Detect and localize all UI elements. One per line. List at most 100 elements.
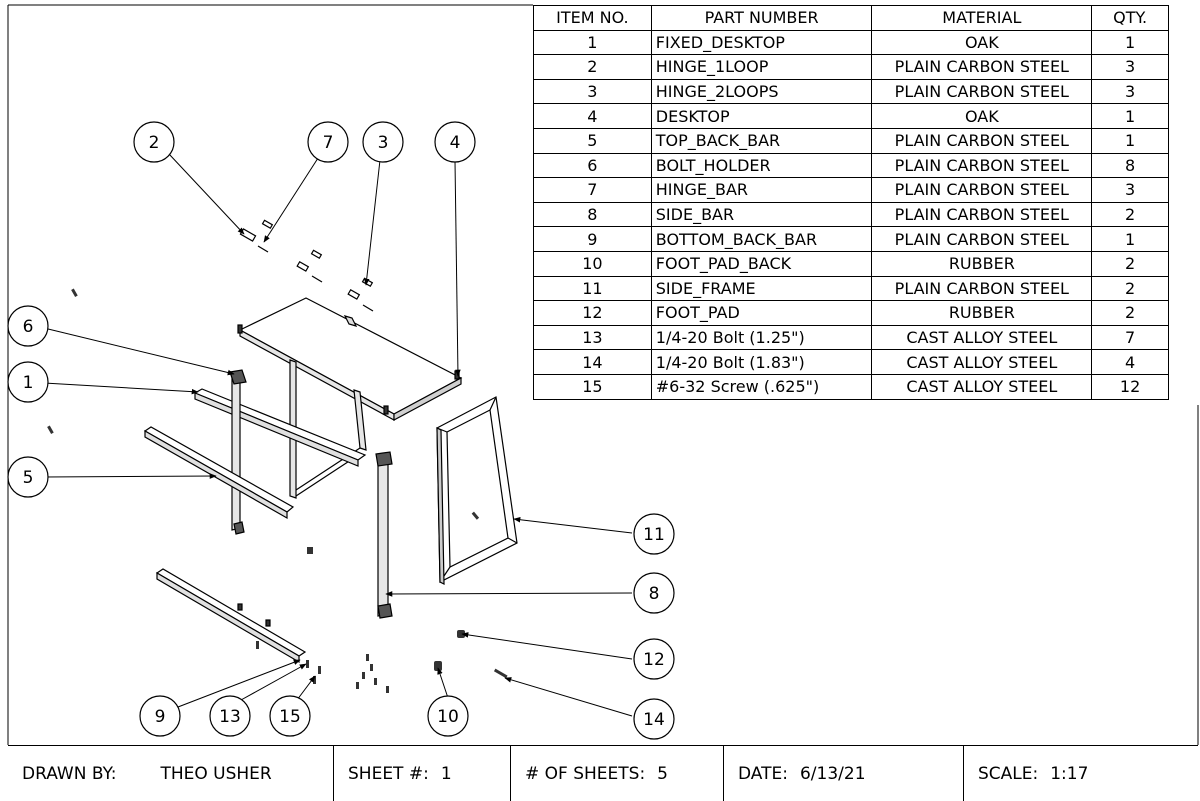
material-cell: PLAIN CARBON STEEL xyxy=(871,127,1093,154)
side-frame-part xyxy=(436,396,518,585)
item-no-cell: 14 xyxy=(533,349,652,375)
scale-label: SCALE: xyxy=(978,763,1039,784)
scale-cell: SCALE: 1:17 xyxy=(964,746,1198,801)
table-row: 2 HINGE_1LOOP PLAIN CARBON STEEL 3 xyxy=(533,54,1169,80)
svg-text:9: 9 xyxy=(155,707,166,727)
qty-cell: 1 xyxy=(1091,127,1169,154)
balloon-12: 12 xyxy=(633,638,675,680)
qty-cell: 7 xyxy=(1091,324,1169,351)
material-cell: PLAIN CARBON STEEL xyxy=(871,152,1093,179)
top-back-bar-part xyxy=(143,426,295,520)
table-row: 12 FOOT_PAD RUBBER 2 xyxy=(533,300,1169,326)
fixed-desktop-part xyxy=(193,388,367,467)
table-row: 1 FIXED_DESKTOP OAK 1 xyxy=(533,29,1169,56)
qty-cell: 2 xyxy=(1091,275,1169,302)
balloon-3: 3 xyxy=(362,121,404,163)
svg-text:3: 3 xyxy=(378,133,389,153)
item-no-cell: 6 xyxy=(533,152,652,179)
material-cell: OAK xyxy=(871,29,1093,56)
sheet-cell: SHEET #: 1 xyxy=(334,746,511,801)
part-number-header: PART NUMBER xyxy=(650,5,873,31)
sheet-label: SHEET #: xyxy=(348,763,429,784)
desktop-part xyxy=(237,297,463,422)
table-row: 9 BOTTOM_BACK_BAR PLAIN CARBON STEEL 1 xyxy=(533,226,1169,252)
qty-cell: 1 xyxy=(1091,226,1169,252)
balloon-1: 1 xyxy=(7,361,49,403)
material-cell: PLAIN CARBON STEEL xyxy=(871,275,1093,302)
svg-text:13: 13 xyxy=(219,707,241,727)
bolt-holder-bar-part xyxy=(229,369,247,535)
qty-cell: 2 xyxy=(1091,250,1169,277)
svg-text:4: 4 xyxy=(450,133,461,153)
part-number-cell: FIXED_DESKTOP xyxy=(650,29,873,56)
material-cell: PLAIN CARBON STEEL xyxy=(871,226,1093,252)
part-number-cell: FOOT_PAD xyxy=(650,300,873,326)
table-row: 14 1/4-20 Bolt (1.83") CAST ALLOY STEEL 4 xyxy=(533,349,1169,375)
item-no-cell: 5 xyxy=(533,127,652,154)
qty-header: QTY. xyxy=(1091,5,1169,31)
material-cell: CAST ALLOY STEEL xyxy=(871,324,1093,351)
svg-text:2: 2 xyxy=(149,133,160,153)
material-cell: CAST ALLOY STEEL xyxy=(871,349,1093,375)
qty-cell: 8 xyxy=(1091,152,1169,179)
leader-lines xyxy=(43,153,633,717)
balloon-14: 14 xyxy=(633,698,675,740)
table-row: 5 TOP_BACK_BAR PLAIN CARBON STEEL 1 xyxy=(533,127,1169,154)
svg-text:7: 7 xyxy=(323,133,334,153)
side-bar-part xyxy=(375,451,393,619)
material-cell: PLAIN CARBON STEEL xyxy=(871,201,1093,228)
item-no-cell: 4 xyxy=(533,103,652,129)
part-number-cell: SIDE_FRAME xyxy=(650,275,873,302)
table-row: 11 SIDE_FRAME PLAIN CARBON STEEL 2 xyxy=(533,275,1169,302)
date-value: 6/13/21 xyxy=(799,763,866,784)
svg-text:15: 15 xyxy=(279,707,301,727)
bom-body: 1 FIXED_DESKTOP OAK 1 2 HINGE_1LOOP PLAIN CARB… xyxy=(533,29,1169,400)
drawn-by-value: THEO USHER xyxy=(160,763,272,784)
part-number-cell: TOP_BACK_BAR xyxy=(650,127,873,154)
item-no-cell: 7 xyxy=(533,177,652,203)
part-number-cell: 1/4-20 Bolt (1.83") xyxy=(650,349,873,375)
table-row: 6 BOLT_HOLDER PLAIN CARBON STEEL 8 xyxy=(533,152,1169,179)
part-number-cell: DESKTOP xyxy=(650,103,873,129)
sheets-cell: # OF SHEETS: 5 xyxy=(511,746,724,801)
svg-text:5: 5 xyxy=(23,468,34,488)
part-number-cell: BOTTOM_BACK_BAR xyxy=(650,226,873,252)
item-no-cell: 13 xyxy=(533,324,652,351)
rear-frame-part xyxy=(289,315,367,499)
balloon-8: 8 xyxy=(633,572,675,614)
date-cell: DATE: 6/13/21 xyxy=(724,746,964,801)
sheet-value: 1 xyxy=(440,763,452,784)
balloon-11: 11 xyxy=(633,513,675,555)
item-balloons: 2 7 3 4 6 1 5 11 8 12 14 9 13 15 10 xyxy=(7,121,675,740)
table-row: 13 1/4-20 Bolt (1.25") CAST ALLOY STEEL 7 xyxy=(533,324,1169,351)
material-header: MATERIAL xyxy=(871,5,1093,31)
balloon-9: 9 xyxy=(139,695,181,737)
qty-cell: 1 xyxy=(1091,103,1169,129)
bom-header-row: ITEM NO. PART NUMBER MATERIAL QTY. xyxy=(533,5,1169,31)
balloon-15: 15 xyxy=(269,695,311,737)
drawn-by-label: DRAWN BY: xyxy=(22,763,117,784)
qty-cell: 12 xyxy=(1091,373,1169,400)
balloon-7: 7 xyxy=(307,121,349,163)
qty-cell: 1 xyxy=(1091,29,1169,56)
balloon-6: 6 xyxy=(7,305,49,347)
material-cell: RUBBER xyxy=(871,250,1093,277)
table-row: 3 HINGE_2LOOPS PLAIN CARBON STEEL 3 xyxy=(533,78,1169,105)
item-no-cell: 3 xyxy=(533,78,652,105)
qty-cell: 2 xyxy=(1091,300,1169,326)
part-number-cell: HINGE_2LOOPS xyxy=(650,78,873,105)
svg-text:1: 1 xyxy=(23,373,34,393)
material-cell: RUBBER xyxy=(871,300,1093,326)
item-no-header: ITEM NO. xyxy=(533,5,652,31)
part-number-cell: FOOT_PAD_BACK xyxy=(650,250,873,277)
bill-of-materials-table: ITEM NO. PART NUMBER MATERIAL QTY. 1 FIXE… xyxy=(533,5,1169,400)
part-number-cell: HINGE_1LOOP xyxy=(650,54,873,80)
svg-text:6: 6 xyxy=(23,317,34,337)
item-no-cell: 15 xyxy=(533,373,652,400)
item-no-cell: 2 xyxy=(533,54,652,80)
qty-cell: 3 xyxy=(1091,78,1169,105)
drawn-by-cell: DRAWN BY: THEO USHER xyxy=(8,746,334,801)
balloon-13: 13 xyxy=(209,695,251,737)
bottom-back-bar-part xyxy=(155,568,307,664)
